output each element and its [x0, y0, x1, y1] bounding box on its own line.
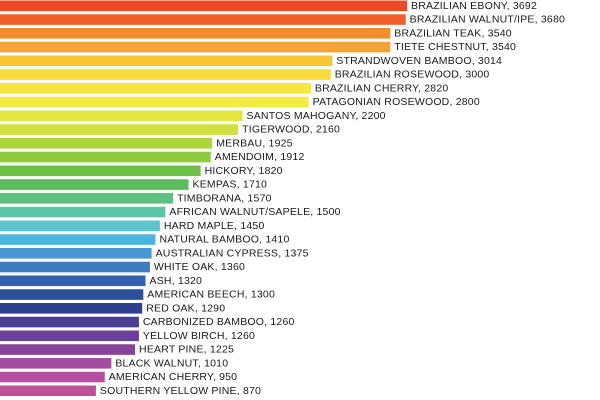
bar-data-label: AMENDOIM, 1912	[215, 151, 305, 163]
bar	[0, 138, 213, 149]
bar-data-label: BLACK WALNUT, 1010	[115, 357, 228, 369]
bar	[0, 96, 309, 108]
bar-data-label: RED OAK, 1290	[146, 302, 225, 314]
bar-data-label: AFRICAN WALNUT/SAPELE, 1500	[169, 206, 340, 218]
bar-data-label: TIGERWOOD, 2160	[242, 124, 340, 136]
bar	[0, 275, 146, 287]
bar	[0, 41, 391, 53]
bar	[0, 0, 407, 12]
bar-data-label: ASH, 1320	[150, 275, 203, 287]
bar	[0, 248, 152, 259]
bar	[0, 28, 391, 39]
bar	[0, 14, 406, 25]
bar	[0, 69, 331, 80]
bar-data-label: PATAGONIAN ROSEWOOD, 2800	[313, 96, 480, 108]
bar-data-label: CARBONIZED BAMBOO, 1260	[143, 316, 295, 328]
bar-data-label: STRANDWOVEN BAMBOO, 3014	[336, 55, 502, 67]
bar	[0, 193, 174, 204]
bar	[0, 344, 136, 355]
bar-data-label: HARD MAPLE, 1450	[164, 220, 265, 232]
bar-data-label: BRAZILIAN TEAK, 3540	[394, 27, 512, 39]
bar-data-label: AMERICAN CHERRY, 950	[109, 371, 238, 383]
bar	[0, 83, 311, 94]
bar-data-label: WHITE OAK, 1360	[154, 261, 245, 273]
bar	[0, 316, 139, 328]
bar-data-label: AMERICAN BEECH, 1300	[147, 289, 275, 301]
labels-layer: BRAZILIAN EBONY, 3692 BRAZILIAN WALNUT/IP…	[100, 0, 565, 397]
bar	[0, 179, 189, 190]
bar-data-label: MERBAU, 1925	[216, 137, 293, 149]
bar-data-label: HICKORY, 1820	[205, 165, 283, 177]
bar-data-label: SOUTHERN YELLOW PINE, 870	[100, 385, 261, 397]
bar	[0, 358, 112, 369]
bar	[0, 124, 239, 135]
bar	[0, 371, 105, 383]
bar-data-label: TIETE CHESTNUT, 3540	[394, 41, 516, 53]
bar-data-label: TIMBORANA, 1570	[177, 192, 272, 204]
bar	[0, 385, 96, 397]
bar-data-label: BRAZILIAN ROSEWOOD, 3000	[335, 69, 490, 81]
bar-data-label: NATURAL BAMBOO, 1410	[159, 234, 289, 246]
bar-data-label: BRAZILIAN WALNUT/IPE, 3680	[410, 14, 565, 26]
bar	[0, 303, 143, 314]
bar-data-label: KEMPAS, 1710	[193, 179, 268, 191]
bar-data-label: SANTOS MAHOGANY, 2200	[247, 110, 386, 122]
bar	[0, 261, 150, 273]
bar	[0, 151, 211, 163]
bar	[0, 289, 144, 300]
bar	[0, 220, 160, 232]
bar	[0, 234, 156, 245]
bar	[0, 206, 166, 218]
bar-data-label: HEART PINE, 1225	[139, 344, 234, 356]
bar	[0, 55, 333, 67]
bar-data-label: AUSTRALIAN CYPRESS, 1375	[156, 247, 309, 259]
bar-data-label: BRAZILIAN EBONY, 3692	[411, 0, 537, 12]
bar	[0, 165, 201, 177]
bar	[0, 330, 139, 342]
bar	[0, 110, 243, 122]
bars-layer	[0, 0, 407, 397]
bar-data-label: BRAZILIAN CHERRY, 2820	[315, 82, 449, 94]
bar-data-label: YELLOW BIRCH, 1260	[143, 330, 255, 342]
